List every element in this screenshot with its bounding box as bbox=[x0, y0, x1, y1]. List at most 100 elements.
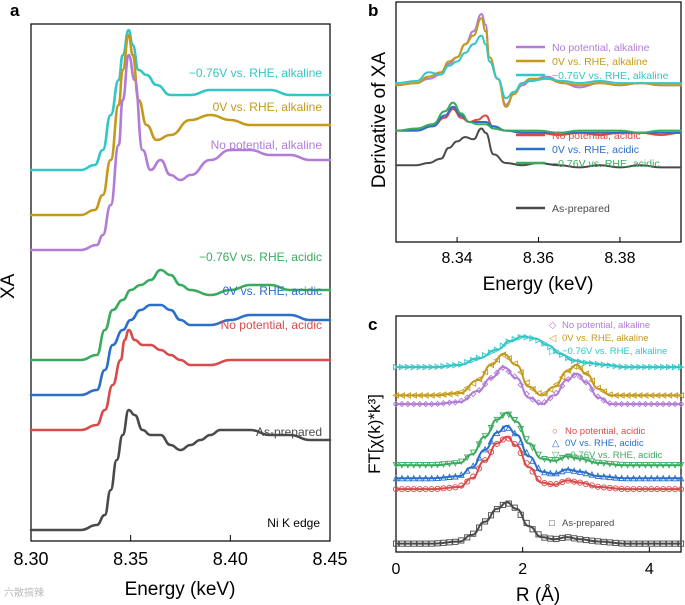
data-marker bbox=[618, 363, 626, 371]
c-legend-acid-0: 0V vs. RHE, acidic bbox=[565, 438, 644, 449]
data-marker bbox=[600, 484, 607, 491]
data-marker bbox=[458, 482, 465, 489]
data-marker bbox=[446, 484, 453, 491]
series-line-asprep bbox=[395, 127, 682, 169]
data-marker bbox=[559, 351, 566, 359]
series-markers-acid_0 bbox=[392, 424, 685, 482]
data-marker bbox=[660, 486, 667, 493]
data-marker bbox=[606, 539, 613, 546]
data-marker bbox=[481, 380, 489, 388]
panel-c-curves bbox=[392, 333, 685, 547]
data-marker bbox=[446, 539, 453, 546]
data-marker bbox=[553, 535, 560, 542]
data-marker bbox=[505, 355, 512, 362]
data-marker bbox=[505, 424, 513, 431]
data-marker bbox=[642, 400, 649, 408]
data-marker bbox=[457, 388, 465, 396]
series-line-alk_nopot bbox=[395, 366, 682, 406]
data-marker bbox=[446, 473, 453, 480]
data-marker bbox=[570, 371, 578, 379]
data-marker bbox=[517, 369, 524, 376]
c-legend-marker: ▷ bbox=[549, 346, 557, 357]
data-marker bbox=[440, 362, 448, 370]
data-marker bbox=[487, 349, 495, 356]
data-marker bbox=[476, 524, 483, 531]
data-marker bbox=[570, 467, 578, 474]
data-marker bbox=[469, 462, 477, 469]
data-marker bbox=[666, 486, 673, 493]
data-marker bbox=[440, 485, 447, 492]
data-marker bbox=[642, 462, 649, 469]
data-marker bbox=[648, 363, 655, 371]
data-marker bbox=[577, 536, 584, 543]
data-marker bbox=[564, 376, 572, 383]
data-marker bbox=[630, 462, 637, 469]
data-marker bbox=[588, 386, 596, 393]
c-legend-marker: ○ bbox=[552, 426, 558, 437]
data-marker bbox=[552, 457, 560, 464]
c-legend-marker: ▽ bbox=[552, 450, 560, 461]
data-marker bbox=[576, 468, 584, 475]
data-marker bbox=[523, 333, 531, 341]
data-marker bbox=[570, 454, 578, 462]
data-marker bbox=[612, 473, 620, 481]
panel-a-letter: a bbox=[10, 1, 20, 20]
panel-b-letter: b bbox=[368, 1, 378, 20]
series-line-alk_076 bbox=[395, 34, 682, 100]
data-marker bbox=[487, 425, 495, 432]
data-marker bbox=[410, 474, 418, 482]
data-marker bbox=[624, 540, 631, 547]
data-marker bbox=[576, 364, 584, 372]
data-marker bbox=[642, 363, 649, 371]
data-marker bbox=[677, 400, 685, 408]
data-marker bbox=[458, 360, 465, 368]
data-marker bbox=[547, 535, 554, 542]
data-marker bbox=[636, 474, 643, 482]
data-marker bbox=[547, 457, 554, 464]
series-line-acid_0 bbox=[395, 105, 682, 134]
data-marker bbox=[547, 394, 554, 402]
panel-b-legend-asprep: As-prepared bbox=[516, 203, 610, 215]
data-marker bbox=[439, 391, 447, 398]
data-marker bbox=[648, 540, 655, 547]
data-marker bbox=[451, 390, 459, 397]
data-marker bbox=[535, 337, 543, 344]
data-marker bbox=[618, 540, 625, 547]
data-marker bbox=[553, 389, 560, 397]
data-marker bbox=[416, 486, 423, 493]
data-marker bbox=[564, 367, 572, 374]
data-marker bbox=[612, 539, 619, 546]
series-line-alk_nopot bbox=[29, 53, 332, 252]
series-markers-alk_076 bbox=[392, 333, 685, 371]
data-marker bbox=[565, 477, 572, 484]
data-marker bbox=[452, 361, 459, 369]
data-marker bbox=[410, 363, 418, 371]
data-marker bbox=[571, 478, 578, 485]
data-marker bbox=[624, 486, 631, 493]
data-marker bbox=[469, 380, 477, 388]
data-marker bbox=[445, 390, 453, 398]
data-marker bbox=[392, 363, 400, 371]
a-label-alk-0: 0V vs. RHE, alkaline bbox=[213, 100, 323, 114]
data-marker bbox=[482, 457, 489, 464]
data-marker bbox=[464, 534, 471, 541]
data-marker bbox=[559, 479, 566, 486]
data-marker bbox=[624, 400, 631, 408]
data-marker bbox=[677, 462, 685, 469]
data-marker bbox=[416, 462, 424, 469]
data-marker bbox=[636, 363, 644, 371]
data-marker bbox=[677, 540, 685, 547]
data-marker bbox=[630, 486, 637, 493]
data-marker bbox=[499, 501, 506, 508]
data-marker bbox=[577, 479, 584, 486]
data-marker bbox=[665, 400, 673, 408]
data-marker bbox=[642, 486, 649, 493]
data-marker bbox=[404, 486, 411, 493]
series-line-acid_nopot bbox=[29, 328, 332, 432]
data-marker bbox=[535, 531, 542, 538]
data-marker bbox=[677, 392, 685, 399]
series-markers-asprep bbox=[392, 500, 685, 547]
x-tick-label: 8.35 bbox=[113, 549, 148, 569]
data-marker bbox=[493, 506, 500, 513]
data-marker bbox=[493, 346, 501, 354]
